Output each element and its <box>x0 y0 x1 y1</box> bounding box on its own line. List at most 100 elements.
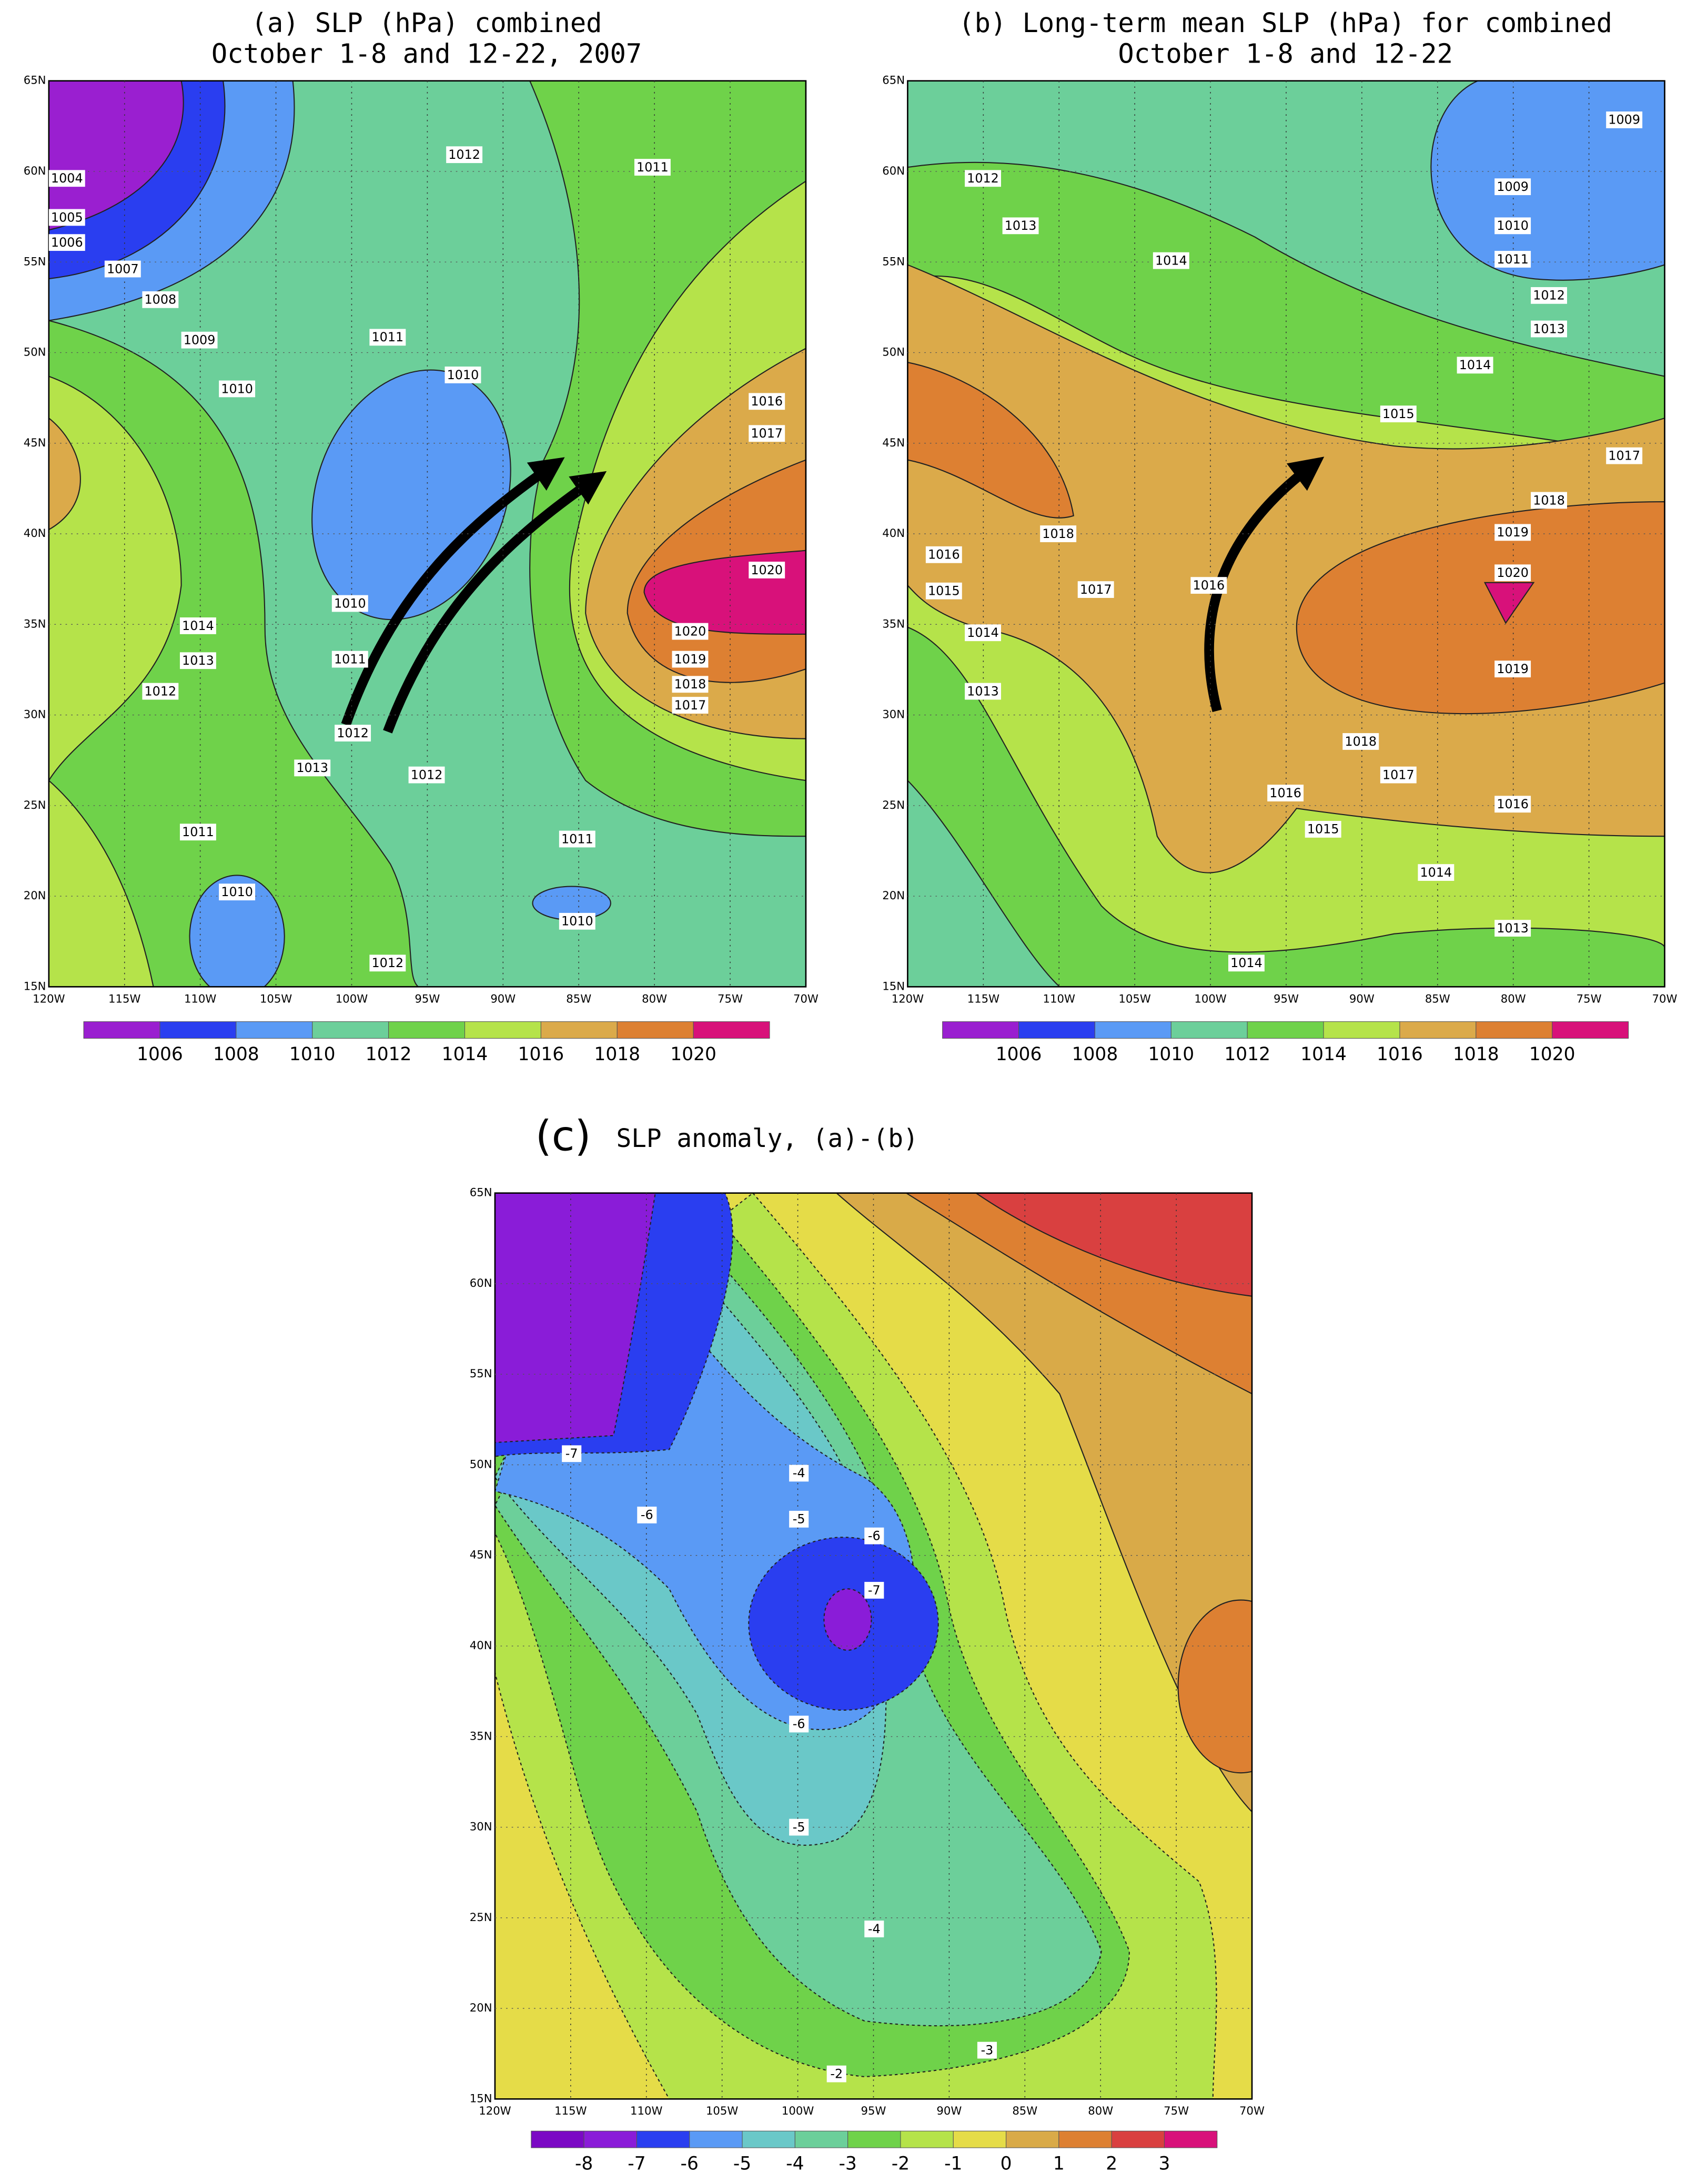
lat-label: 65N <box>24 74 46 87</box>
lat-label: 45N <box>24 436 46 449</box>
colorbar-swatch <box>1399 1021 1477 1039</box>
contour-label: 1011 <box>372 330 404 344</box>
lat-label: 35N <box>882 617 905 630</box>
lon-label: 110W <box>1043 992 1075 1005</box>
contour-label-box <box>1531 287 1567 304</box>
contour-label-box <box>1494 796 1531 813</box>
contour-label: 1012 <box>372 956 404 970</box>
contour-label: -4 <box>868 1922 881 1936</box>
contour-label-box <box>1606 111 1643 128</box>
colorbar-swatch <box>617 1021 694 1039</box>
contour-label-box <box>1418 864 1454 881</box>
lon-label: 85W <box>1425 992 1450 1005</box>
contour-label-box <box>1190 577 1227 594</box>
lon-label: 70W <box>1239 2104 1265 2117</box>
contour-label: 1016 <box>1193 578 1225 593</box>
contour-label: 1013 <box>1533 321 1565 336</box>
colorbar-label: -8 <box>575 2153 593 2174</box>
contour-label-box <box>104 260 141 278</box>
colorbar-label: 1016 <box>518 1044 564 1065</box>
contour-label-box <box>672 697 709 714</box>
colorbar-label: 1010 <box>289 1044 336 1065</box>
colorbar-swatch <box>236 1021 313 1039</box>
colorbar-swatch <box>1111 2130 1165 2148</box>
contour-label: 1017 <box>1382 767 1415 782</box>
contour-label-box <box>672 623 709 640</box>
contour-label: 1013 <box>182 653 214 668</box>
lat-label: 30N <box>882 708 905 721</box>
contour-label-box <box>179 617 216 634</box>
contour-label: 1011 <box>182 825 214 839</box>
contour-label-box <box>331 651 368 668</box>
colorbar-swatch <box>540 1021 618 1039</box>
contour-label: 1016 <box>751 394 783 409</box>
contour-label-box <box>559 912 595 930</box>
lat-label: 25N <box>882 798 905 811</box>
lon-label: 90W <box>490 992 516 1005</box>
lat-label: 45N <box>470 1548 492 1561</box>
colorbar-label: 1014 <box>442 1044 488 1065</box>
lon-label: 100W <box>336 992 368 1005</box>
colorbar-swatch <box>159 1021 237 1039</box>
lon-label: 100W <box>1194 992 1226 1005</box>
contour-label: 1011 <box>334 652 366 666</box>
contour-label-box <box>369 954 406 972</box>
contour-label-box <box>826 2065 846 2083</box>
contour-label-box <box>408 766 445 784</box>
contour-label: 1014 <box>182 618 214 633</box>
colorbar-swatch <box>900 2130 954 2148</box>
contour-label: -6 <box>793 1716 805 1731</box>
contour-label-box <box>179 824 216 841</box>
lon-label: 90W <box>1349 992 1375 1005</box>
colorbar-label: 1010 <box>1148 1044 1194 1065</box>
lon-label: 85W <box>1012 2104 1037 2117</box>
lon-label: 115W <box>108 992 140 1005</box>
contour-label-box <box>1494 920 1531 937</box>
colorbar-label: -4 <box>786 2153 804 2174</box>
lat-label: 55N <box>882 255 905 268</box>
colorbar-label: 3 <box>1159 2153 1170 2174</box>
lat-label: 35N <box>24 617 46 630</box>
colorbar-label: 1014 <box>1300 1044 1347 1065</box>
lon-label: 75W <box>1164 2104 1189 2117</box>
contour-label-box <box>1267 785 1304 801</box>
lat-label: 40N <box>882 526 905 540</box>
contour-label: 1010 <box>447 368 479 382</box>
colorbar-swatch <box>1170 1021 1248 1039</box>
contour-label-box <box>1494 217 1531 235</box>
colorbar-swatch <box>942 1021 1019 1039</box>
colorbar-label: 1012 <box>1224 1044 1270 1065</box>
contour-label-box <box>562 1445 582 1462</box>
contour-label-box <box>1494 524 1531 541</box>
lon-label: 80W <box>1501 992 1526 1005</box>
contour-label-box <box>1494 178 1531 196</box>
lat-label: 65N <box>470 1186 492 1199</box>
contour-label-box <box>1305 821 1341 838</box>
contour-label-box <box>1531 492 1567 509</box>
lon-label: 75W <box>718 992 743 1005</box>
lon-label: 85W <box>566 992 591 1005</box>
contour-label-box <box>1606 447 1643 464</box>
colorbar-label: 1012 <box>366 1044 412 1065</box>
contour-label-box <box>331 595 368 612</box>
contour-label: 1017 <box>1608 448 1640 463</box>
contour-label-box <box>672 676 709 693</box>
colorbar-swatch <box>689 2130 743 2148</box>
contour-label: 1020 <box>674 624 706 638</box>
contour-label-box <box>977 2041 997 2059</box>
contour-label-box <box>1531 320 1567 338</box>
contour-label-box <box>749 562 785 578</box>
colorbar-swatch <box>1552 1021 1629 1039</box>
contour-label: 1014 <box>1155 253 1187 268</box>
colorbar-swatch <box>1058 2130 1112 2148</box>
contour-label-box <box>1228 954 1265 972</box>
panel-title: (a) SLP (hPa) combined <box>251 7 602 38</box>
contour-label-box <box>965 683 1001 700</box>
colorbar-swatch <box>1323 1021 1400 1039</box>
panel-subtitle: October 1-8 and 12-22 <box>1118 38 1453 69</box>
colorbar-label: 1020 <box>1529 1044 1575 1065</box>
contour-label: 1007 <box>107 261 139 276</box>
lat-label: 35N <box>470 1729 492 1742</box>
colorbar-swatch <box>742 2130 795 2148</box>
colorbar-swatch <box>312 1021 389 1039</box>
